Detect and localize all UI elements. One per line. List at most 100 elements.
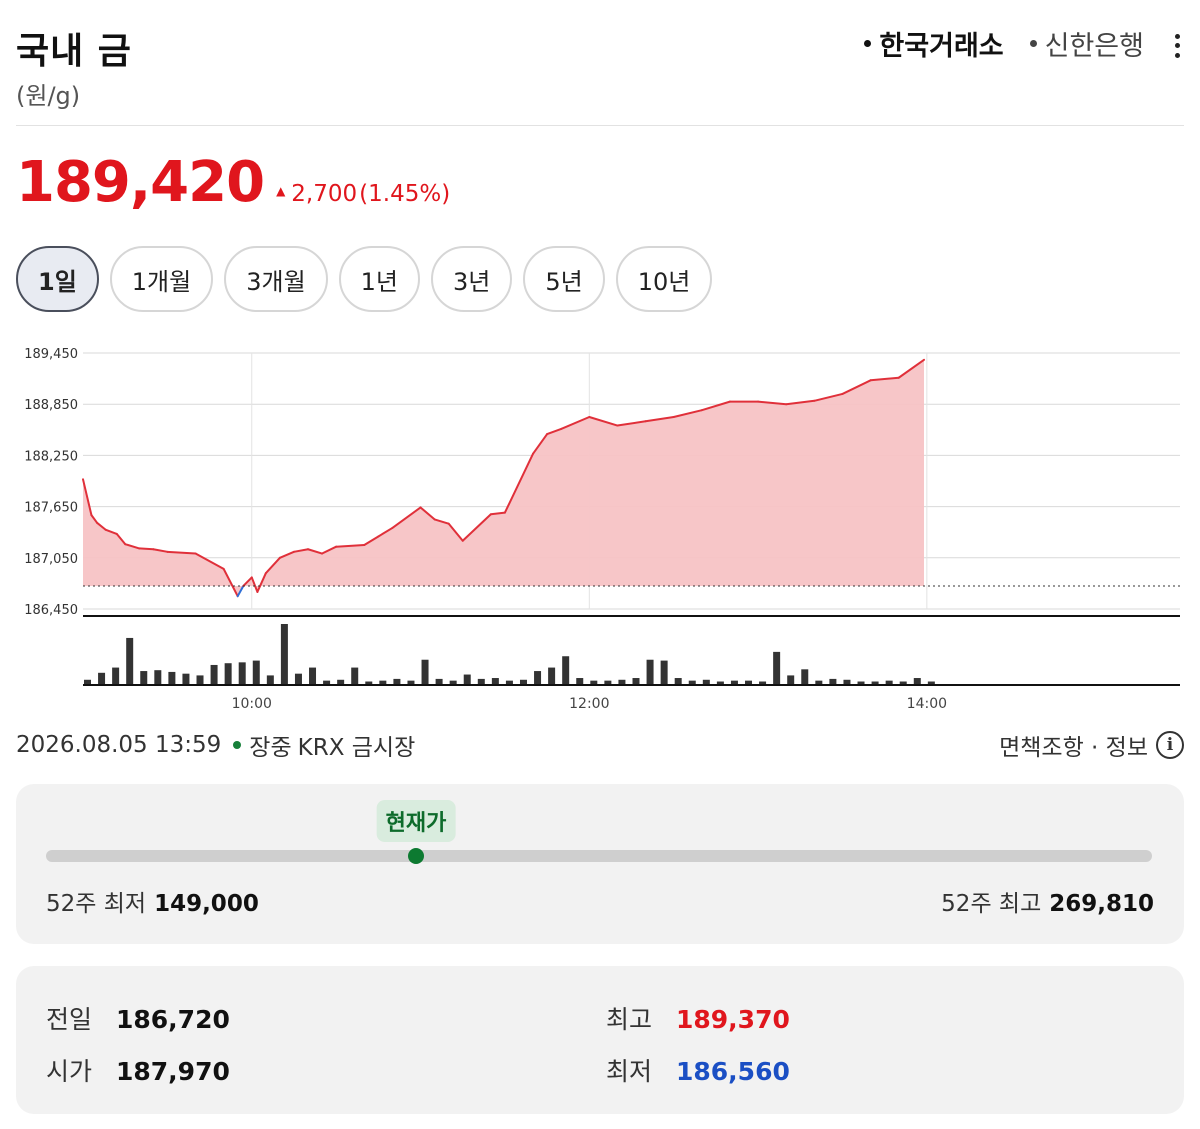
source-krx-label: 한국거래소 (879, 31, 1004, 62)
period-10y[interactable]: 10년 (615, 246, 713, 312)
period-1d[interactable]: 1일 (16, 246, 99, 312)
price-line-segment (90, 514, 99, 524)
volume-bar (505, 680, 513, 685)
price-line-segment (700, 400, 731, 412)
x-tick-label: 14:00 (907, 696, 947, 712)
volume-bar (843, 679, 851, 685)
stat-high: 최고 189,370 (606, 1000, 790, 1036)
price-change: ▲ 2,700 (1.45%) (276, 181, 450, 207)
daily-stats: 전일 186,720 시가 187,970 최고 189,370 최저 186,… (16, 966, 1184, 1114)
volume-bar (759, 681, 767, 685)
volume-bar (716, 681, 724, 685)
price-area (83, 359, 924, 597)
period-3m[interactable]: 3개월 (224, 246, 328, 312)
volume-bar (660, 660, 668, 685)
price-line-segment (335, 544, 366, 548)
price-chart[interactable]: 189,450 188,850 188,250 187,650 187,050 186,4… (0, 330, 1200, 720)
stat-open-value: 187,970 (116, 1057, 230, 1086)
x-tick-label: 12:00 (569, 696, 609, 712)
period-1y[interactable]: 1년 (338, 246, 421, 312)
price-line-segment (433, 518, 450, 525)
volume-bar (421, 659, 429, 685)
volume-bar (154, 670, 162, 685)
stat-high-label: 최고 (606, 1005, 653, 1034)
page-title: 국내 금 (16, 31, 132, 72)
volume-bar (899, 681, 907, 685)
quote: 189,420 ▲ 2,700 (1.45%) (16, 150, 450, 215)
volume-bar (885, 680, 893, 685)
price-line-segment (672, 409, 703, 418)
price-line-segment (897, 358, 926, 379)
period-1m[interactable]: 1개월 (109, 246, 214, 312)
x-tick-label: 10:00 (232, 696, 272, 712)
source-krx[interactable]: 한국거래소 (864, 24, 1004, 63)
volume-bar (365, 681, 373, 685)
period-3y[interactable]: 3년 (431, 246, 513, 312)
price-line-segment (264, 556, 281, 575)
price-line-segment (278, 550, 295, 559)
stat-open-label: 시가 (46, 1057, 93, 1086)
volume-bar (913, 678, 921, 685)
y-tick-label: 186,450 (24, 603, 78, 618)
price-line-segment (503, 452, 535, 514)
price-line-segment (363, 535, 380, 546)
source-shinhan-label: 신한은행 (1044, 31, 1144, 62)
volume-bar (702, 679, 710, 685)
volume-bar (562, 656, 570, 685)
change-amount: 2,700 (291, 181, 358, 207)
volume-bar (294, 673, 302, 685)
disclaimer-label: 면책조항 · 정보 (999, 735, 1148, 761)
volume-bar (745, 680, 753, 685)
header: 국내 금 (원/g) 한국거래소 신한은행 (16, 20, 1184, 126)
change-percent: (1.45%) (359, 181, 451, 207)
volume-bar (168, 671, 176, 685)
price-line-segment (242, 576, 253, 587)
stat-low-value: 186,560 (676, 1057, 790, 1086)
price-line-segment (447, 522, 464, 542)
more-options-icon[interactable] (1170, 26, 1184, 66)
volume-bar (548, 667, 556, 685)
price-line-segment (236, 584, 245, 598)
price-line-segment (124, 543, 141, 550)
volume-bar (815, 680, 823, 685)
volume-bar (927, 681, 935, 685)
price-line-segment (644, 416, 675, 423)
price-line-segment (546, 427, 563, 436)
price-line-segment (166, 550, 197, 555)
volume-bar (393, 678, 401, 685)
price-line-segment (152, 548, 169, 553)
range-low-value: 149,000 (154, 891, 259, 917)
volume-bar (801, 669, 809, 685)
volume-bar (323, 680, 331, 685)
price-line-segment (419, 506, 436, 521)
price-line-segment (588, 416, 619, 427)
range-low-label: 52주 최저 (46, 891, 147, 917)
current-price-tag: 현재가 (376, 800, 456, 842)
price-line-segment (813, 392, 844, 402)
y-tick-label: 188,250 (24, 449, 78, 464)
disclaimer-link[interactable]: 면책조항 · 정보 i (999, 728, 1184, 762)
volume-bar (126, 637, 134, 685)
stat-low-label: 최저 (606, 1057, 653, 1086)
volume-bar (688, 680, 696, 685)
price-line-segment (82, 478, 93, 517)
volume-bar (280, 624, 288, 685)
up-triangle-icon: ▲ (276, 184, 286, 198)
price-line-segment (256, 572, 267, 593)
period-5y[interactable]: 5년 (523, 246, 605, 312)
source-shinhan[interactable]: 신한은행 (1029, 24, 1144, 63)
volume-bar (618, 679, 626, 685)
price-line-segment (560, 416, 591, 430)
bullet-icon (1029, 40, 1037, 47)
volume-bar (379, 680, 387, 685)
volume-bar (210, 664, 218, 685)
price-line-segment (307, 548, 324, 555)
range-high-label: 52주 최고 (941, 891, 1042, 917)
stat-prev: 전일 186,720 (46, 1000, 230, 1036)
current-price: 189,420 (16, 150, 265, 215)
volume-bar (309, 667, 317, 685)
price-line-segment (391, 506, 422, 529)
price-line-segment (377, 526, 394, 538)
volume-bar (224, 663, 232, 685)
current-marker (408, 848, 425, 864)
